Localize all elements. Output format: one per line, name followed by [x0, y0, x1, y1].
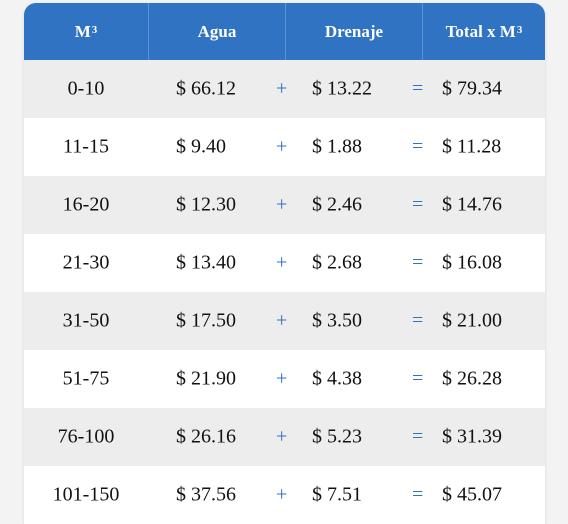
equals-sign: =	[412, 483, 424, 506]
total-cell: $ 26.28	[442, 367, 502, 390]
table-row: 21-30 $ 13.40 + $ 2.68 = $ 16.08	[24, 234, 545, 292]
equals-sign: =	[412, 425, 424, 448]
drenaje-cell: $ 4.38	[312, 367, 362, 390]
table-row: 0-10 $ 66.12 + $ 13.22 = $ 79.34	[24, 60, 545, 118]
drenaje-cell: $ 3.50	[312, 309, 362, 332]
plus-sign: +	[276, 367, 288, 390]
header-agua-label: Agua	[197, 21, 237, 41]
agua-cell: $ 13.40	[176, 251, 236, 274]
plus-sign: +	[276, 251, 288, 274]
plus-sign: +	[276, 193, 288, 216]
agua-cell: $ 12.30	[176, 193, 236, 216]
equals-sign: =	[412, 251, 424, 274]
equals-sign: =	[412, 77, 424, 100]
total-cell: $ 79.34	[442, 77, 502, 100]
drenaje-cell: $ 2.68	[312, 251, 362, 274]
table-row: 31-50 $ 17.50 + $ 3.50 = $ 21.00	[24, 292, 545, 350]
total-cell: $ 14.76	[442, 193, 502, 216]
agua-cell: $ 26.16	[176, 425, 236, 448]
plus-sign: +	[276, 425, 288, 448]
agua-cell: $ 21.90	[176, 367, 236, 390]
table-body: 0-10 $ 66.12 + $ 13.22 = $ 79.34 11-15 $ 9.40 + $…	[24, 60, 545, 524]
drenaje-cell: $ 7.51	[312, 483, 362, 506]
table-row: 101-150 $ 37.56 + $ 7.51 = $ 45.07	[24, 466, 545, 524]
equals-sign: =	[412, 367, 424, 390]
plus-sign: +	[276, 135, 288, 158]
total-cell: $ 11.28	[442, 135, 502, 158]
range-cell: 0-10	[67, 77, 105, 100]
plus-sign: +	[276, 483, 288, 506]
header-m3-label: M	[74, 21, 91, 41]
equals-sign: =	[412, 193, 424, 216]
drenaje-cell: $ 13.22	[312, 77, 372, 100]
agua-cell: $ 37.56	[176, 483, 236, 506]
drenaje-cell: $ 2.46	[312, 193, 362, 216]
header-total-sup: 3	[516, 23, 523, 36]
drenaje-cell: $ 1.88	[312, 135, 362, 158]
equals-sign: =	[412, 135, 424, 158]
range-cell: 76-100	[57, 425, 115, 448]
agua-cell: $ 9.40	[176, 135, 226, 158]
agua-cell: $ 17.50	[176, 309, 236, 332]
range-cell: 31-50	[62, 309, 110, 332]
plus-sign: +	[276, 77, 288, 100]
total-cell: $ 31.39	[442, 425, 502, 448]
range-cell: 16-20	[62, 193, 110, 216]
table-row: 16-20 $ 12.30 + $ 2.46 = $ 14.76	[24, 176, 545, 234]
total-cell: $ 16.08	[442, 251, 502, 274]
range-cell: 11-15	[63, 135, 109, 158]
header-m3-sup: 3	[91, 23, 98, 36]
header-total-label: Total x M	[445, 21, 516, 41]
header-agua: Agua	[148, 3, 285, 60]
table-row: 51-75 $ 21.90 + $ 4.38 = $ 26.28	[24, 350, 545, 408]
equals-sign: =	[412, 309, 424, 332]
range-cell: 21-30	[62, 251, 110, 274]
total-cell: $ 21.00	[442, 309, 502, 332]
drenaje-cell: $ 5.23	[312, 425, 362, 448]
plus-sign: +	[276, 309, 288, 332]
table-row: 11-15 $ 9.40 + $ 1.88 = $ 11.28	[24, 118, 545, 176]
header-drenaje-label: Drenaje	[324, 21, 384, 41]
range-cell: 51-75	[62, 367, 110, 390]
total-cell: $ 45.07	[442, 483, 502, 506]
table-row: 76-100 $ 26.16 + $ 5.23 = $ 31.39	[24, 408, 545, 466]
range-cell: 101-150	[52, 483, 120, 506]
header-drenaje: Drenaje	[285, 3, 422, 60]
agua-cell: $ 66.12	[176, 77, 236, 100]
